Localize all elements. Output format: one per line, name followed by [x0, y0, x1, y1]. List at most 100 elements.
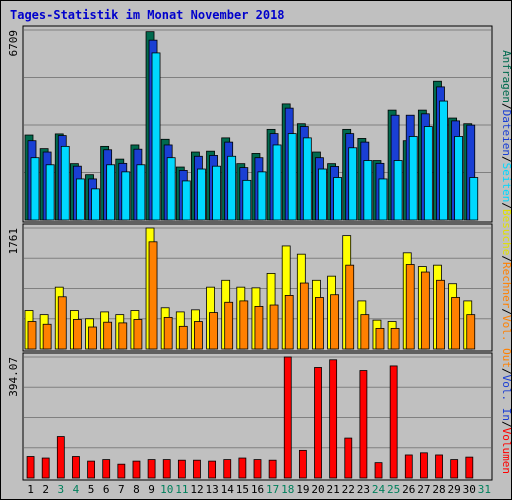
- bar-volumen-day-30: [465, 456, 474, 479]
- bar-rechner-day-20: [315, 297, 324, 350]
- bar-rechner-day-11: [178, 325, 188, 350]
- legend-item-7: /: [500, 255, 512, 262]
- x-tick-label-19: 19: [296, 483, 309, 496]
- bar-seiten-day-21: [333, 177, 342, 221]
- bar-volumen-day-15: [238, 457, 247, 479]
- bar-seiten-day-8: [136, 164, 146, 221]
- bar-volumen-day-17: [268, 459, 277, 479]
- bar-volumen-day-10: [162, 459, 171, 479]
- x-tick-label-14: 14: [221, 483, 235, 496]
- x-tick-label-29: 29: [448, 483, 461, 496]
- panel-frame: [22, 352, 493, 481]
- bar-seiten-day-3: [60, 145, 70, 221]
- bar-rechner-day-1: [27, 321, 37, 350]
- bar-volumen-day-21: [329, 359, 338, 479]
- bar-rechner-day-4: [72, 319, 82, 350]
- bar-seiten-day-17: [272, 144, 282, 221]
- x-tick-label-22: 22: [342, 483, 355, 496]
- bar-volumen-day-14: [223, 459, 232, 479]
- x-tick-label-27: 27: [417, 483, 430, 496]
- bar-seiten-day-2: [45, 164, 55, 221]
- chart-panels: 6709 1761 394.07: [7, 25, 493, 481]
- bar-rechner-day-16: [254, 305, 264, 350]
- bar-seiten-day-10: [166, 157, 176, 221]
- bar-rechner-day-24: [375, 327, 385, 350]
- x-tick-label-20: 20: [311, 483, 324, 496]
- bar-volumen-day-11: [177, 459, 186, 479]
- x-axis-day-labels: 1 2 3 4 5 6 7 8 9 10 11 12 13 14 15 16 17 18 19 20 21 22 23 24 2…: [27, 483, 491, 496]
- legend-item-0: Anfragen: [500, 50, 512, 103]
- x-tick-label-16: 16: [251, 483, 264, 496]
- legend-item-14: Volumen: [500, 428, 512, 474]
- bar-seiten-day-20: [318, 168, 327, 221]
- bar-seiten-day-15: [242, 179, 252, 221]
- bar-volumen-day-4: [72, 456, 80, 479]
- right-legend: Anfragen/Dateien/Seiten/Besuche/Rechner/…: [500, 50, 512, 474]
- x-tick-label-5: 5: [88, 483, 95, 496]
- bar-volumen-day-29: [450, 459, 459, 479]
- x-tick-label-17: 17: [266, 483, 279, 496]
- bar-rechner-day-28: [436, 279, 445, 350]
- bar-rechner-day-12: [194, 321, 203, 350]
- bar-rechner-day-18: [284, 295, 294, 350]
- bar-volumen-day-13: [208, 460, 217, 479]
- legend-item-6: Besuche: [500, 209, 512, 255]
- legend-item-13: /: [500, 421, 512, 428]
- bar-rechner-day-7: [118, 322, 128, 350]
- bar-rechner-day-6: [103, 321, 113, 350]
- panel-max-label: 6709: [7, 30, 20, 57]
- bar-seiten-day-6: [106, 164, 116, 221]
- bar-seiten-day-23: [363, 160, 373, 221]
- bar-seiten-day-11: [181, 180, 191, 221]
- bar-rechner-day-21: [330, 294, 339, 350]
- bar-rechner-day-3: [57, 296, 67, 350]
- panel-1: 6709: [7, 25, 493, 223]
- bar-seiten-day-30: [469, 177, 479, 221]
- bar-seiten-day-27: [423, 126, 433, 221]
- x-tick-label-7: 7: [118, 483, 125, 496]
- bar-volumen-day-9: [147, 459, 156, 479]
- bar-volumen-day-5: [87, 460, 95, 479]
- panel-2: 1761: [7, 223, 493, 352]
- bar-volumen-day-26: [404, 454, 413, 479]
- legend-item-8: Rechner: [500, 262, 512, 309]
- bar-volumen-day-28: [435, 454, 443, 479]
- x-tick-label-15: 15: [236, 483, 249, 496]
- bar-seiten-day-18: [287, 133, 297, 221]
- bar-volumen-day-8: [132, 460, 141, 479]
- panel-max-label: 1761: [7, 228, 20, 255]
- bar-seiten-day-12: [197, 168, 206, 221]
- bar-rechner-day-5: [88, 326, 97, 350]
- bar-seiten-day-13: [212, 165, 221, 221]
- x-tick-label-10: 10: [160, 483, 173, 496]
- x-tick-label-6: 6: [103, 483, 110, 496]
- x-tick-label-21: 21: [327, 483, 340, 496]
- bar-rechner-day-23: [360, 314, 370, 350]
- bar-volumen-day-22: [344, 437, 353, 479]
- bar-volumen-day-19: [298, 449, 307, 479]
- bar-seiten-day-16: [257, 171, 267, 221]
- x-tick-label-31: 31: [478, 483, 491, 496]
- bar-rechner-day-30: [466, 314, 476, 350]
- legend-item-1: /: [500, 103, 512, 110]
- bar-rechner-day-25: [390, 327, 400, 350]
- bar-rechner-day-19: [299, 282, 309, 350]
- bar-volumen-day-24: [374, 462, 383, 479]
- bar-volumen-day-20: [314, 367, 322, 479]
- bar-seiten-day-5: [91, 188, 100, 221]
- legend-item-5: /: [500, 202, 512, 209]
- x-tick-label-18: 18: [281, 483, 294, 496]
- x-tick-label-9: 9: [148, 483, 155, 496]
- bar-seiten-day-9: [151, 52, 161, 221]
- legend-item-10: Vol. Out: [500, 315, 512, 368]
- panel-frame: [22, 223, 493, 352]
- bar-seiten-day-24: [378, 178, 388, 221]
- panel-3: 394.07: [7, 352, 493, 481]
- bar-rechner-day-13: [209, 312, 218, 350]
- bar-rechner-day-8: [133, 319, 143, 350]
- bar-volumen-day-18: [283, 356, 292, 479]
- bar-volumen-day-7: [117, 463, 126, 479]
- bar-seiten-day-25: [393, 160, 403, 221]
- legend-item-11: /: [500, 368, 512, 375]
